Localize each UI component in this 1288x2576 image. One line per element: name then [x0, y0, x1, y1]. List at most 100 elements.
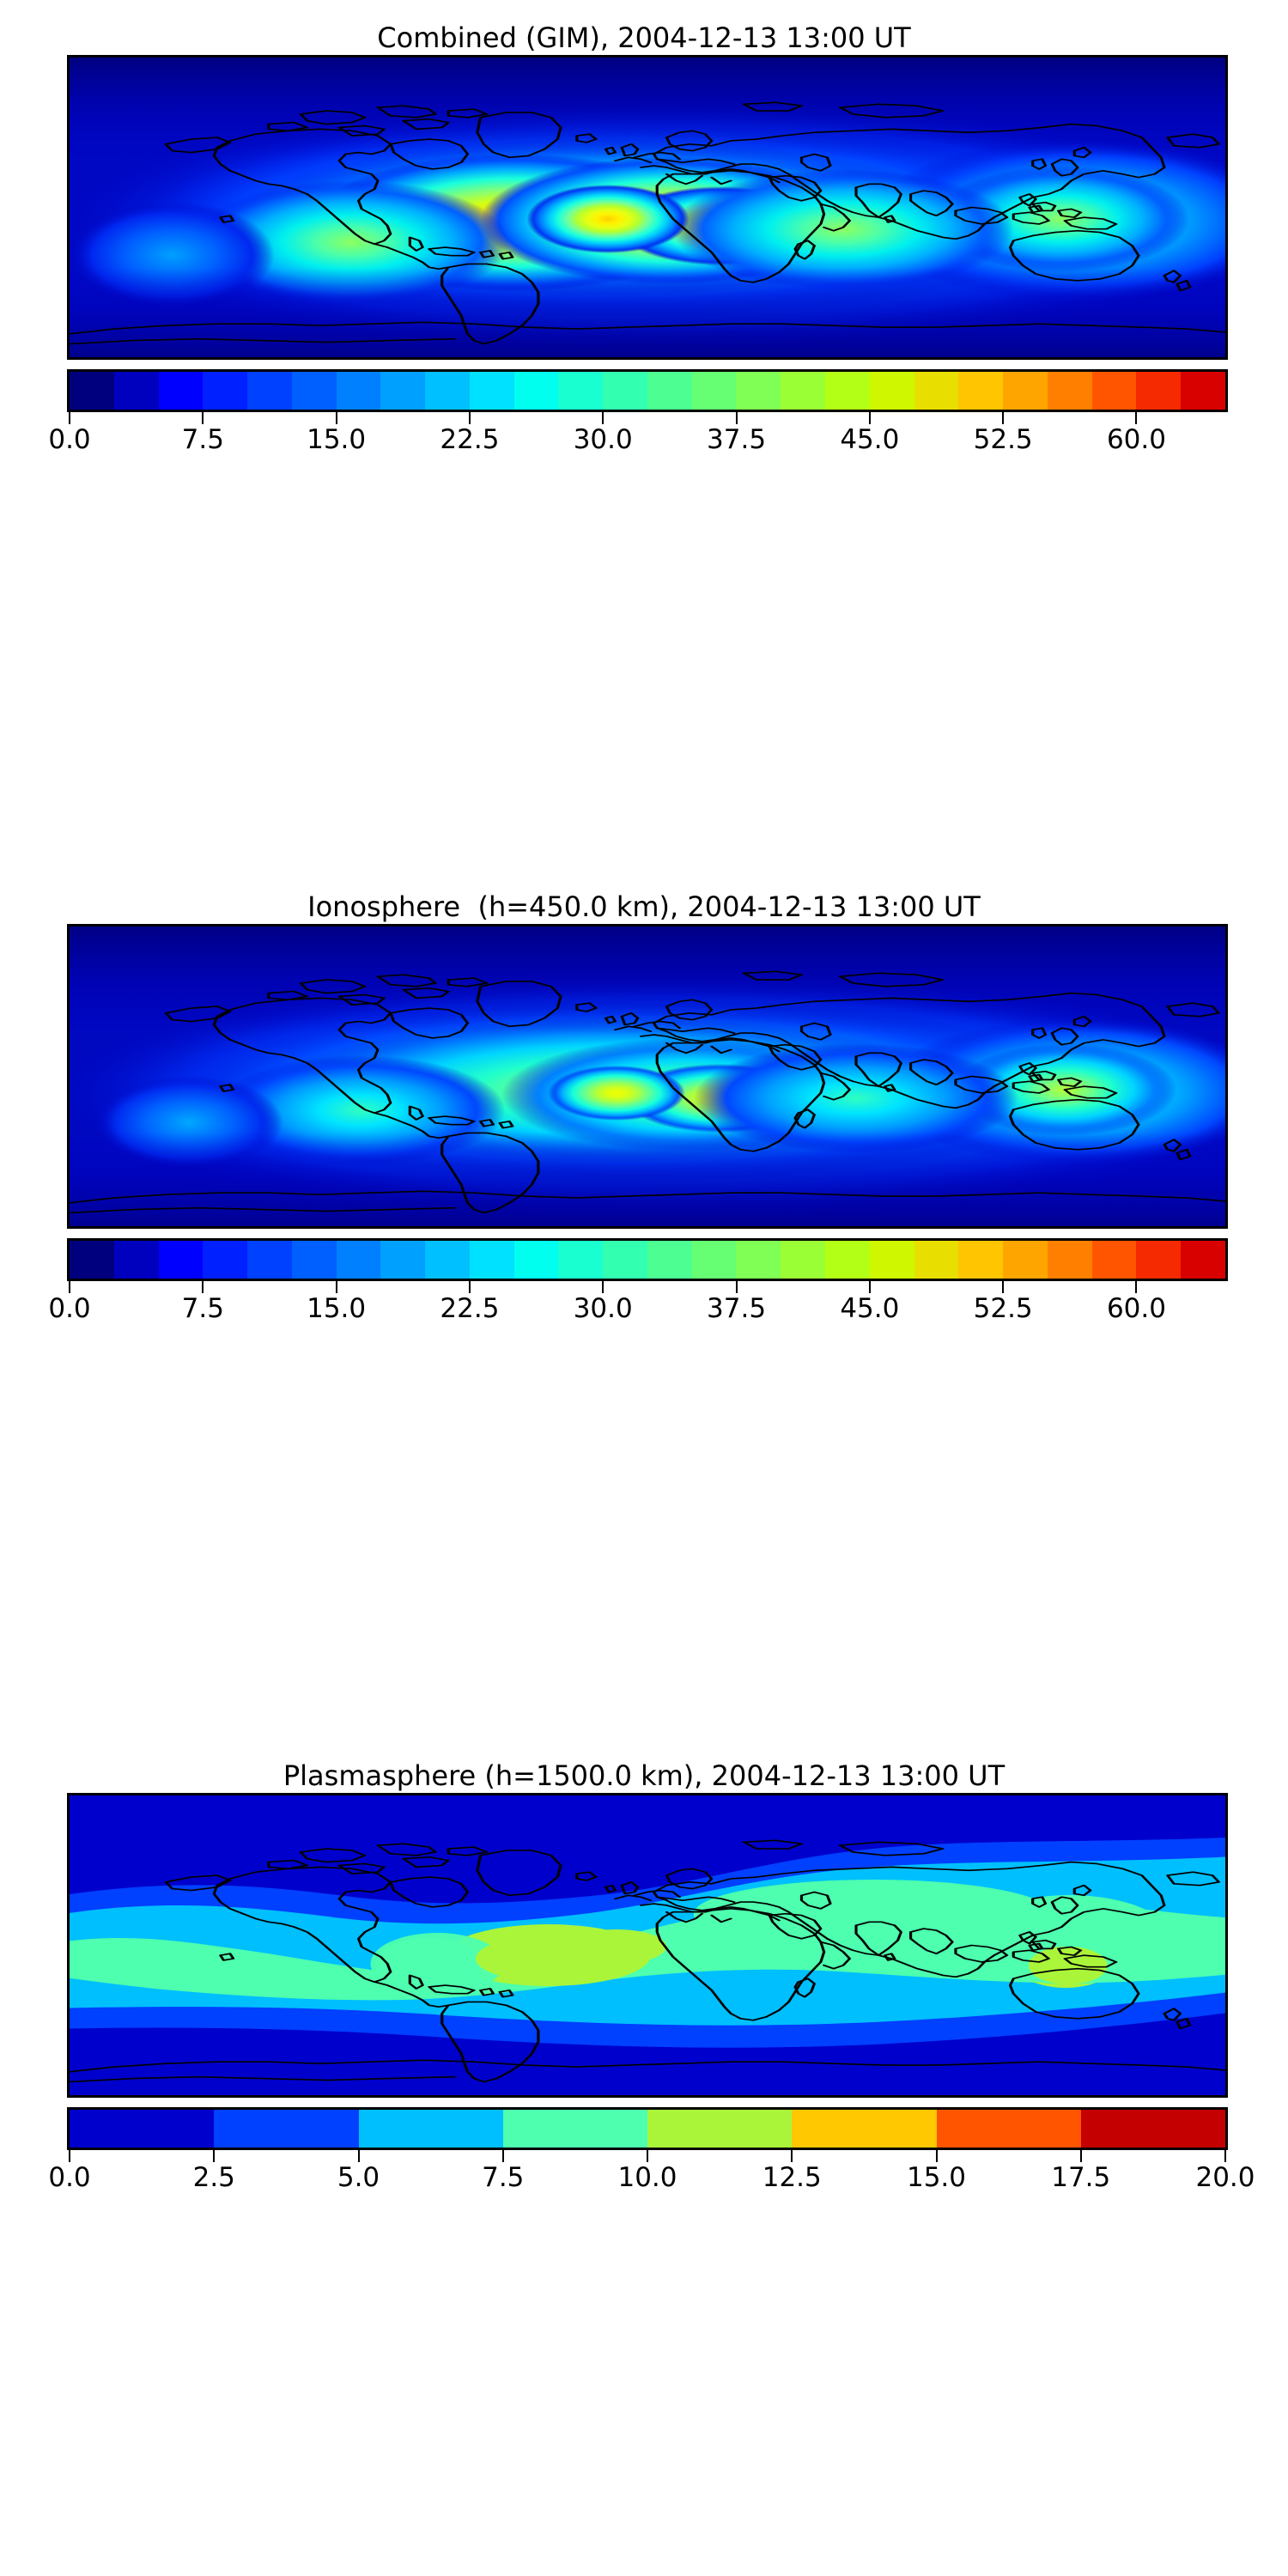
colorbar-segment: [336, 1241, 381, 1279]
colorbar-tick-label: 10.0: [617, 2162, 677, 2193]
colorbar-segment: [603, 1241, 647, 1279]
colorbar-segment: [380, 372, 426, 410]
colorbar-segment: [936, 2110, 1081, 2148]
colorbar-segment: [1136, 372, 1182, 410]
colorbar-ticks-ionosphere: [67, 1281, 1228, 1293]
colorbar-tick-label: 15.0: [307, 1293, 367, 1324]
colorbar-segment: [869, 372, 914, 410]
colorbar-tick-label: 2.5: [192, 2162, 235, 2193]
colorbar-segment: [781, 1241, 826, 1279]
colorbar-segment: [358, 2110, 503, 2148]
colorbar-segment: [214, 2110, 359, 2148]
colorbar-segment: [1047, 372, 1092, 410]
colorbar-tick-label: 45.0: [840, 424, 900, 455]
colorbar-ticks-combined: [67, 412, 1228, 424]
colorbar-tick: [1002, 1281, 1005, 1293]
colorbar-tick: [501, 2150, 504, 2162]
colorbar-segment: [958, 372, 1004, 410]
colorbar-tick-label: 7.5: [181, 1293, 224, 1324]
colorbar-tick: [357, 2150, 360, 2162]
coastlines-combined: [70, 58, 1225, 357]
colorbar-tick-label: 17.5: [1051, 2162, 1111, 2193]
colorbar-tick-label: 22.5: [440, 424, 500, 455]
colorbar-tick: [468, 412, 471, 424]
panel-title-plasmasphere: Plasmasphere (h=1500.0 km), 2004-12-13 1…: [283, 1759, 1005, 1792]
colorbar-segment: [603, 372, 647, 410]
colorbar-segment: [291, 372, 337, 410]
colorbar-tick-label: 7.5: [181, 424, 224, 455]
colorbar-tick: [868, 1281, 871, 1293]
colorbar-tick-labels-plasmasphere: 0.0 2.5 5.0 7.5 10.0 12.5 15.0 17.5 20.0: [48, 2162, 1255, 2200]
colorbar-ionosphere: 0.0 7.5 15.0 22.5 30.0 37.5 45.0 52.5 60.0: [48, 1238, 1228, 1331]
colorbar-gradient-combined[interactable]: [67, 369, 1228, 412]
colorbar-tick: [602, 1281, 605, 1293]
panel-title-combined-gim: Combined (GIM), 2004-12-13 13:00 UT: [377, 21, 911, 54]
colorbar-segment: [914, 372, 959, 410]
tec-field-plasmasphere: [70, 1795, 1225, 2095]
colorbar-plasmasphere: 0.0 2.5 5.0 7.5 10.0 12.5 15.0 17.5 20.0: [48, 2107, 1255, 2200]
panel-combined-gim: Combined (GIM), 2004-12-13 13:00 UT: [0, 0, 1288, 859]
colorbar-tick: [647, 2150, 648, 2162]
colorbar-segment: [336, 372, 381, 410]
colorbar-tick-label: 37.5: [707, 424, 767, 455]
colorbar-segment: [247, 372, 292, 410]
colorbar-segment: [203, 1241, 248, 1279]
colorbar-tick-label: 30.0: [573, 424, 633, 455]
colorbar-segment: [203, 372, 248, 410]
colorbar-tick: [1135, 412, 1138, 424]
colorbar-segment: [647, 2110, 793, 2148]
colorbar-tick-label: 20.0: [1195, 2162, 1255, 2193]
colorbar-tick-label: 15.0: [307, 424, 367, 455]
colorbar-tick-label: 60.0: [1106, 1293, 1166, 1324]
colorbar-segment: [158, 372, 204, 410]
colorbar-segment: [425, 372, 470, 410]
colorbar-tick-labels-ionosphere: 0.0 7.5 15.0 22.5 30.0 37.5 45.0 52.5 60.0: [48, 1293, 1228, 1331]
colorbar-segment: [558, 1241, 604, 1279]
colorbar-segment: [958, 1241, 1004, 1279]
map-plasmasphere: [67, 1793, 1228, 2098]
colorbar-gradient-plasmasphere[interactable]: [67, 2107, 1228, 2150]
colorbar-tick-label: 7.5: [482, 2162, 525, 2193]
colorbar-segment: [736, 372, 781, 410]
colorbar-segment: [1003, 372, 1048, 410]
colorbar-segment: [1181, 372, 1225, 410]
colorbar-tick-label: 0.0: [48, 1293, 91, 1324]
colorbar-segment: [380, 1241, 426, 1279]
colorbar-tick: [791, 2150, 793, 2162]
colorbar-tick: [335, 1281, 337, 1293]
colorbar-tick-label: 52.5: [973, 1293, 1033, 1324]
colorbar-tick-label: 15.0: [906, 2162, 967, 2193]
panel-title-ionosphere: Ionosphere (h=450.0 km), 2004-12-13 13:0…: [307, 890, 981, 923]
colorbar-tick-label: 12.5: [762, 2162, 822, 2193]
colorbar-tick: [468, 1281, 471, 1293]
colorbar-tick-label: 0.0: [48, 424, 91, 455]
colorbar-tick: [1079, 2150, 1082, 2162]
colorbar-segment: [247, 1241, 292, 1279]
colorbar-segment: [70, 1241, 114, 1279]
colorbar-tick-label: 45.0: [840, 1293, 900, 1324]
colorbar-segment: [869, 1241, 914, 1279]
colorbar-segment: [70, 372, 114, 410]
colorbar-segment: [647, 372, 692, 410]
colorbar-tick: [602, 412, 605, 424]
coastlines-ionosphere: [70, 927, 1225, 1226]
panel-plasmasphere: Plasmasphere (h=1500.0 km), 2004-12-13 1…: [0, 1738, 1288, 2576]
colorbar-segment: [647, 1241, 692, 1279]
colorbar-tick: [202, 1281, 204, 1293]
colorbar-tick: [868, 412, 871, 424]
panel-ionosphere: Ionosphere (h=450.0 km), 2004-12-13 13:0…: [0, 869, 1288, 1728]
colorbar-segment: [469, 372, 514, 410]
colorbar-segment: [1181, 1241, 1225, 1279]
colorbar-gradient-ionosphere[interactable]: [67, 1238, 1228, 1281]
colorbar-segment: [825, 1241, 870, 1279]
colorbar-segment: [1003, 1241, 1048, 1279]
colorbar-tick: [1002, 412, 1005, 424]
colorbar-tick: [69, 1281, 70, 1293]
colorbar-tick-label: 30.0: [573, 1293, 633, 1324]
colorbar-tick: [202, 412, 204, 424]
colorbar-tick-label: 0.0: [48, 2162, 91, 2193]
colorbar-tick: [69, 412, 70, 424]
colorbar-segment: [914, 1241, 959, 1279]
colorbar-segment: [469, 1241, 514, 1279]
